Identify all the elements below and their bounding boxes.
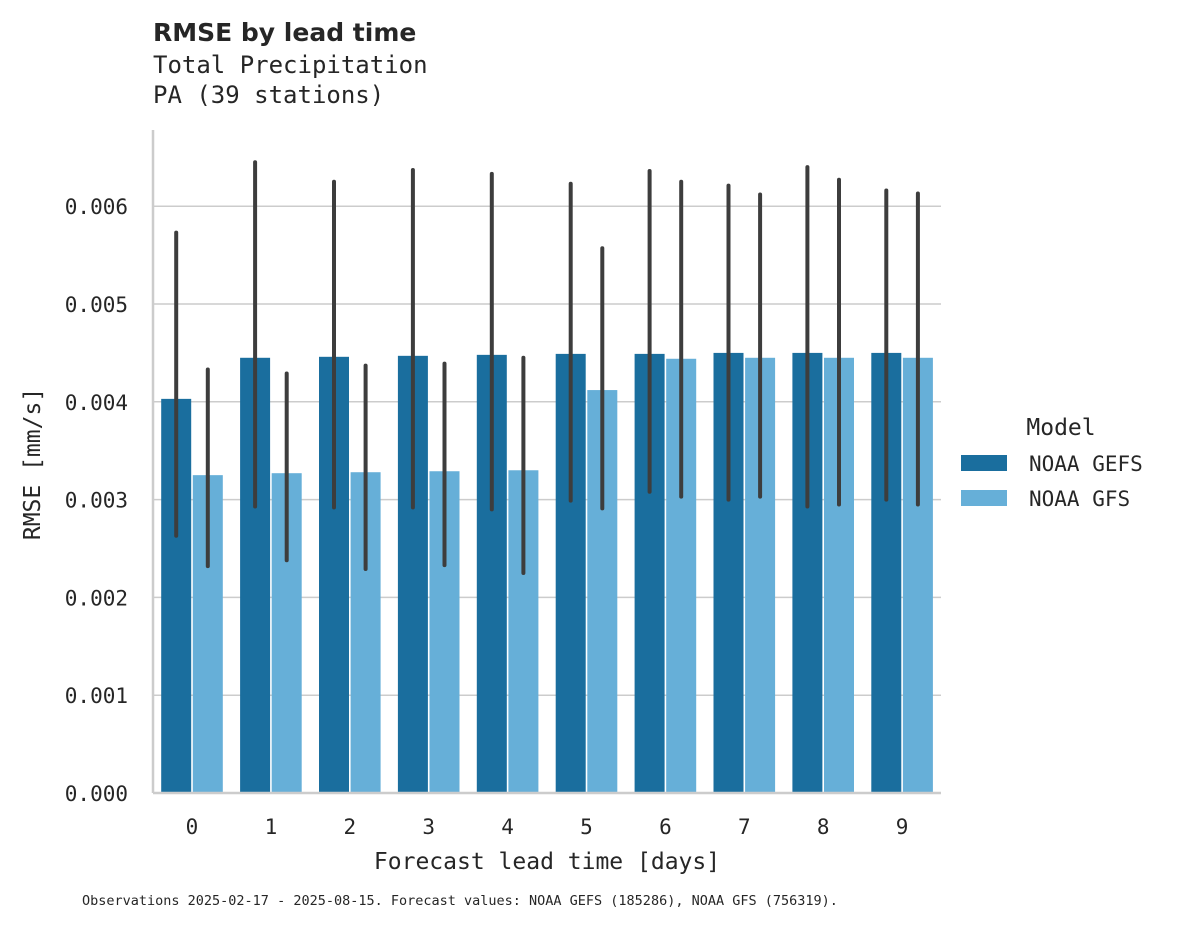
x-tick-label: 0: [186, 815, 199, 839]
y-tick-label: 0.002: [65, 586, 128, 610]
error-bars: [174, 160, 920, 575]
legend-title: Model: [1026, 415, 1095, 441]
x-tick-label: 8: [817, 815, 830, 839]
legend-swatch-noaa-gfs: [961, 490, 1007, 506]
legend-label-noaa-gefs: NOAA GEFS: [1029, 452, 1143, 476]
x-tick-label: 1: [265, 815, 278, 839]
x-tick-label: 5: [580, 815, 593, 839]
x-axis-label: Forecast lead time [days]: [374, 849, 720, 875]
y-tick-label: 0.001: [65, 684, 128, 708]
y-gridlines: [153, 205, 941, 696]
x-tick-label: 9: [896, 815, 909, 839]
x-tick-label: 4: [501, 815, 514, 839]
x-tick-label: 2: [343, 815, 356, 839]
y-tick-label: 0.006: [65, 195, 128, 219]
y-tick-label: 0.005: [65, 293, 128, 317]
x-tick-label: 3: [422, 815, 435, 839]
legend: Model NOAA GEFS NOAA GFS: [961, 415, 1143, 511]
chart-caption: Observations 2025-02-17 - 2025-08-15. Fo…: [82, 893, 838, 909]
x-tick-label: 6: [659, 815, 672, 839]
y-tick-label: 0.004: [65, 391, 128, 415]
x-tick-label: 7: [738, 815, 751, 839]
chart-title: RMSE by lead time: [153, 18, 416, 47]
legend-swatch-noaa-gefs: [961, 455, 1007, 471]
y-tick-labels: 0.000 0.001 0.002 0.003 0.004 0.005 0.006: [65, 195, 128, 806]
chart-subtitle-line-2: PA (39 stations): [153, 81, 384, 109]
x-tick-labels: 0 1 2 3 4 5 6 7 8 9: [186, 815, 909, 839]
bars: [161, 352, 933, 793]
chart-subtitle-line-1: Total Precipitation: [153, 51, 428, 79]
y-tick-label: 0.000: [65, 782, 128, 806]
legend-label-noaa-gfs: NOAA GFS: [1029, 487, 1130, 511]
y-axis-label: RMSE [mm/s]: [20, 388, 46, 540]
y-tick-label: 0.003: [65, 489, 128, 513]
